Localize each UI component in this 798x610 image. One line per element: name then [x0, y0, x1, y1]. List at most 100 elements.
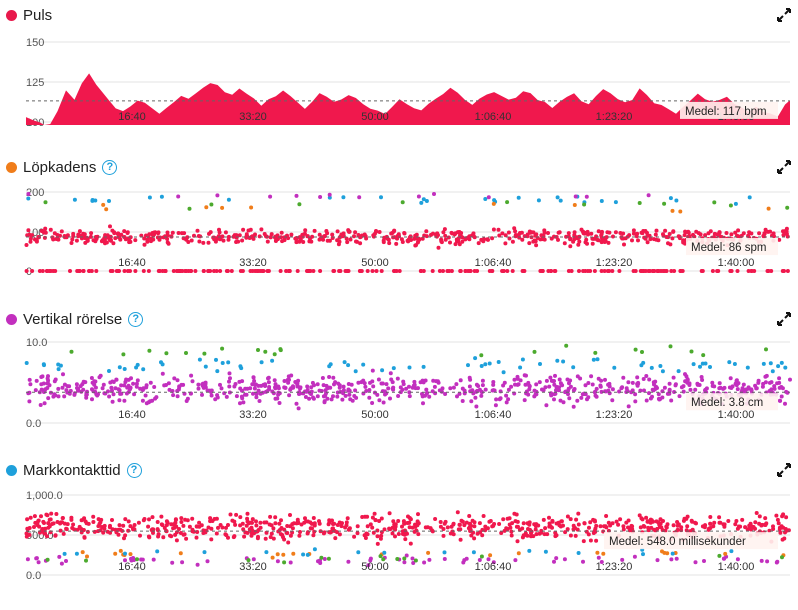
data-point	[736, 524, 741, 529]
data-point	[310, 526, 314, 531]
data-point	[729, 386, 734, 390]
data-point	[483, 362, 488, 367]
data-point	[238, 401, 242, 406]
data-point	[196, 382, 201, 387]
data-point	[272, 352, 277, 357]
data-point	[241, 527, 246, 532]
data-point	[671, 229, 676, 234]
data-point	[46, 378, 51, 383]
data-point	[693, 560, 698, 565]
data-point	[497, 522, 502, 526]
expand-icon[interactable]	[776, 462, 792, 478]
data-point	[259, 360, 264, 365]
data-point	[375, 541, 380, 546]
data-point	[248, 227, 253, 232]
data-point	[169, 522, 174, 527]
data-point	[780, 537, 785, 542]
data-point	[365, 514, 370, 519]
data-point	[214, 531, 219, 536]
data-point	[228, 512, 233, 517]
data-point	[24, 361, 29, 365]
data-point	[257, 234, 262, 239]
data-point	[745, 365, 750, 370]
data-point	[538, 362, 542, 366]
data-point	[641, 552, 645, 557]
expand-icon[interactable]	[776, 159, 792, 175]
data-point	[46, 521, 51, 526]
x-tick-label: 33:20	[239, 561, 267, 573]
data-point	[347, 392, 352, 397]
data-point	[753, 520, 758, 525]
data-point	[89, 231, 94, 236]
data-point	[766, 206, 771, 211]
data-point	[289, 232, 294, 237]
expand-icon[interactable]	[776, 311, 792, 327]
data-point	[254, 529, 259, 534]
data-point	[184, 237, 189, 242]
data-point	[83, 380, 88, 385]
y-tick-label: 0.0	[26, 418, 41, 430]
data-point	[253, 382, 258, 387]
data-point	[363, 384, 368, 389]
help-icon[interactable]: ?	[102, 159, 118, 175]
data-point	[752, 269, 757, 273]
data-point	[582, 521, 587, 526]
data-point	[32, 514, 37, 519]
data-point	[140, 398, 145, 403]
data-point	[278, 532, 283, 537]
data-point	[190, 379, 195, 384]
data-point	[504, 400, 509, 405]
data-point	[377, 230, 382, 234]
data-point	[245, 234, 250, 239]
data-point	[676, 369, 681, 374]
data-point	[69, 349, 74, 354]
data-point	[37, 524, 42, 529]
data-point	[543, 549, 548, 554]
data-point	[374, 229, 379, 234]
data-point	[128, 387, 132, 392]
data-point	[777, 380, 782, 385]
data-point	[695, 382, 700, 387]
data-point	[308, 520, 313, 525]
data-point	[141, 387, 146, 391]
data-point	[448, 386, 453, 391]
data-point	[606, 520, 611, 525]
data-point	[464, 520, 469, 525]
data-point	[635, 375, 640, 380]
heart-rate-header: Puls	[6, 3, 52, 27]
data-point	[110, 269, 115, 273]
data-point	[368, 522, 373, 527]
data-point	[670, 208, 675, 213]
data-point	[400, 529, 405, 534]
expand-icon[interactable]	[776, 7, 792, 23]
data-point	[131, 381, 136, 386]
data-point	[265, 239, 270, 244]
data-point	[518, 231, 522, 235]
data-point	[249, 205, 254, 210]
data-point	[113, 551, 118, 556]
data-point	[704, 386, 709, 391]
data-point	[143, 393, 148, 398]
data-point	[491, 560, 496, 565]
x-tick-label: 1:06:40	[475, 111, 512, 123]
data-point	[442, 227, 447, 232]
data-point	[588, 538, 593, 543]
help-icon[interactable]: ?	[126, 462, 142, 478]
vertical-oscillation-title: Vertikal rörelse	[23, 310, 123, 328]
data-point	[557, 377, 562, 382]
help-icon[interactable]: ?	[128, 311, 144, 327]
data-point	[218, 237, 222, 242]
data-point	[81, 269, 86, 273]
data-point	[423, 393, 427, 398]
data-point	[197, 239, 202, 244]
data-point	[237, 233, 242, 238]
data-point	[142, 517, 147, 521]
data-point	[537, 380, 542, 385]
data-point	[534, 243, 539, 248]
data-point	[448, 531, 453, 536]
data-point	[733, 522, 738, 527]
data-point	[163, 269, 168, 273]
data-point	[375, 392, 380, 397]
data-point	[590, 241, 595, 246]
data-point	[606, 382, 611, 387]
